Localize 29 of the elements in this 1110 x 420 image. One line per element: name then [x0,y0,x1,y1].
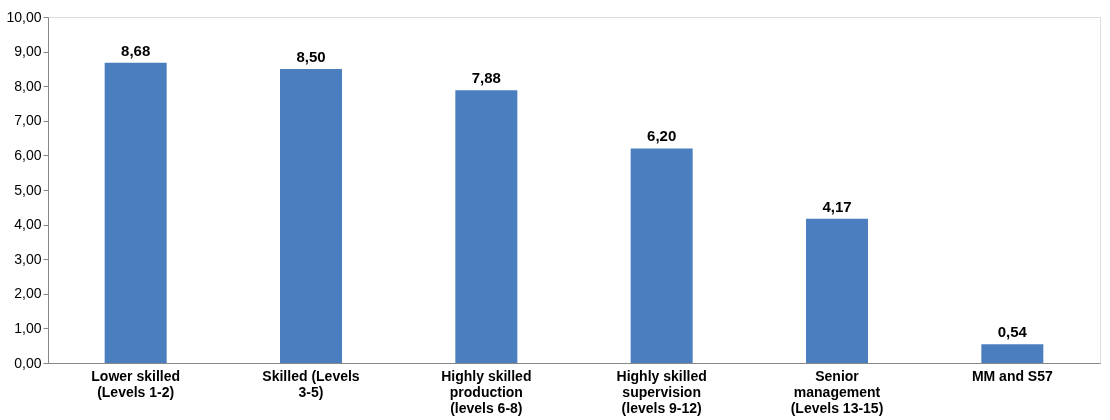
data-label: 8,68 [121,41,151,59]
data-label: 6,20 [647,127,677,145]
y-tick-label: 6,00 [14,146,42,163]
x-tick-label: Lower skilled (Levels 1-2) [91,367,181,400]
y-tick-label: 8,00 [14,77,42,94]
x-tick-label: Highly skilled supervision (levels 9-12) [616,367,707,416]
y-tick-label: 5,00 [14,181,42,198]
data-label: 7,88 [471,69,501,87]
y-tick-label: 1,00 [14,319,42,336]
x-tick-label: Senior management (Levels 13-15) [790,367,884,416]
bar [104,62,167,363]
x-tick-label: Skilled (Levels 3-5) [262,367,360,400]
bar [806,218,868,363]
y-tick-label: 4,00 [14,216,42,233]
x-tick-label: MM and S57 [971,367,1053,384]
y-tick-label: 2,00 [14,285,42,302]
y-tick-label: 0,00 [14,354,42,371]
y-tick-label: 10,00 [6,8,42,25]
x-tick-label: Highly skilled production (levels 6-8) [441,367,532,416]
y-tick-label: 7,00 [14,112,42,129]
data-label: 0,54 [997,323,1028,341]
data-label: 4,17 [822,197,852,215]
data-label: 8,50 [296,47,326,65]
bar [280,68,342,363]
bar [455,90,518,363]
y-tick-label: 9,00 [14,43,42,60]
bar [981,344,1044,363]
y-tick-label: 3,00 [14,250,42,267]
bar [630,148,693,363]
